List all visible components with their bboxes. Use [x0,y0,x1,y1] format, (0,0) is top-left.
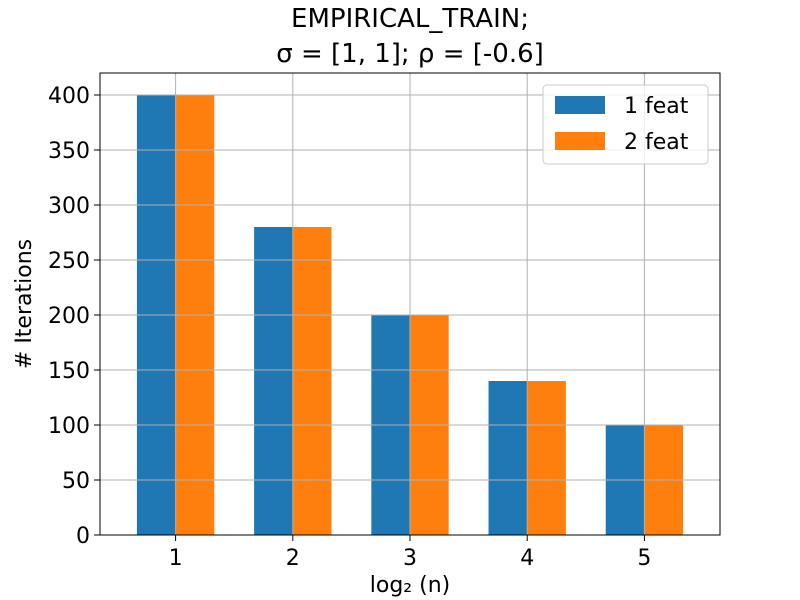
y-tick-label: 150 [48,359,90,384]
x-tick-label: 5 [637,546,651,571]
bars-group [100,73,720,536]
legend: 1 feat 2 feat [542,84,709,165]
y-tick-label: 50 [62,469,90,494]
bar-1-feat-4 [488,381,528,535]
x-tick-label: 3 [403,546,417,571]
legend-swatch-1-feat [555,96,605,114]
x-axis-label: log₂ (n) [370,573,450,598]
x-tick-label: 4 [520,546,534,571]
y-tick-label: 100 [48,414,90,439]
legend-label-2-feat: 2 feat [624,130,689,155]
bar-2-feat-4 [527,381,566,535]
y-axis-label: # Iterations [12,239,37,369]
plot-frame [99,72,721,536]
chart-title-line1: EMPIRICAL_TRAIN; [291,4,529,34]
x-tick-label: 2 [286,546,300,571]
y-tick-label: 250 [48,249,90,274]
y-tick-label: 350 [48,139,90,164]
x-tick-label: 1 [169,546,183,571]
y-tick-label: 400 [48,84,90,109]
legend-swatch-2-feat [555,132,605,150]
bar-2-feat-2 [292,227,332,535]
legend-label-1-feat: 1 feat [624,94,689,119]
axis-ticks: 0 50 100 150 200 250 300 350 400 1 2 3 4 5 [48,84,651,571]
bar-1-feat-2 [254,227,293,535]
y-tick-label: 200 [48,304,90,329]
y-tick-label: 300 [48,194,90,219]
y-tick-label: 0 [76,524,90,549]
chart-title-line2: σ = [1, 1]; ρ = [-0.6] [276,39,544,69]
